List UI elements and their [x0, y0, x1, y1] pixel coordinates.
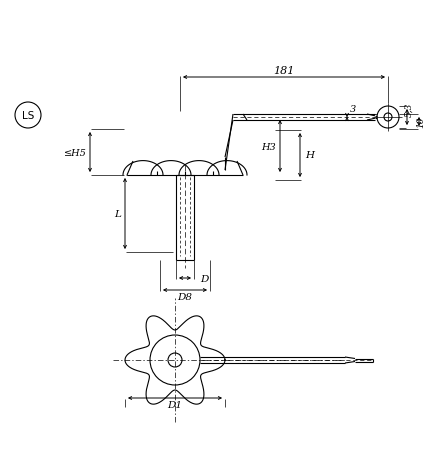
Text: 181: 181 [273, 66, 295, 76]
Text: D8: D8 [177, 293, 193, 302]
Text: 10: 10 [416, 116, 426, 128]
Text: D: D [200, 274, 208, 283]
Text: 3: 3 [350, 104, 356, 113]
Text: D1: D1 [167, 400, 183, 410]
Text: LS: LS [22, 111, 34, 121]
Text: H3: H3 [261, 142, 276, 151]
Text: 5,3: 5,3 [405, 102, 413, 116]
Text: L: L [114, 210, 121, 218]
Text: ≤H5: ≤H5 [64, 148, 87, 157]
Text: H: H [305, 151, 314, 160]
